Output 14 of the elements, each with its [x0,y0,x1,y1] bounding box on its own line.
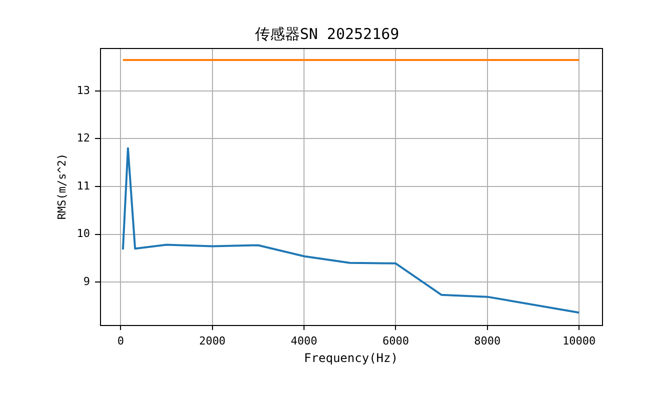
x-axis-title: Frequency(Hz) [304,350,398,365]
x-tick-label: 6000 [382,334,409,348]
x-tick-label: 4000 [290,334,318,348]
x-tick-label: 10000 [562,334,596,348]
y-tick-label: 9 [83,274,90,288]
chart-title: 传感器SN 20252169 [254,24,400,43]
y-tick-label: 11 [76,179,90,192]
x-tick-label: 8000 [474,334,501,348]
x-tick-label: 0 [117,334,124,348]
x-tick-label: 2000 [199,334,226,348]
y-tick-label: 12 [76,132,90,145]
y-tick-label: 10 [76,227,90,240]
y-axis-title: RMS(m/s^2) [55,153,68,220]
y-tick-label: 13 [76,84,90,97]
